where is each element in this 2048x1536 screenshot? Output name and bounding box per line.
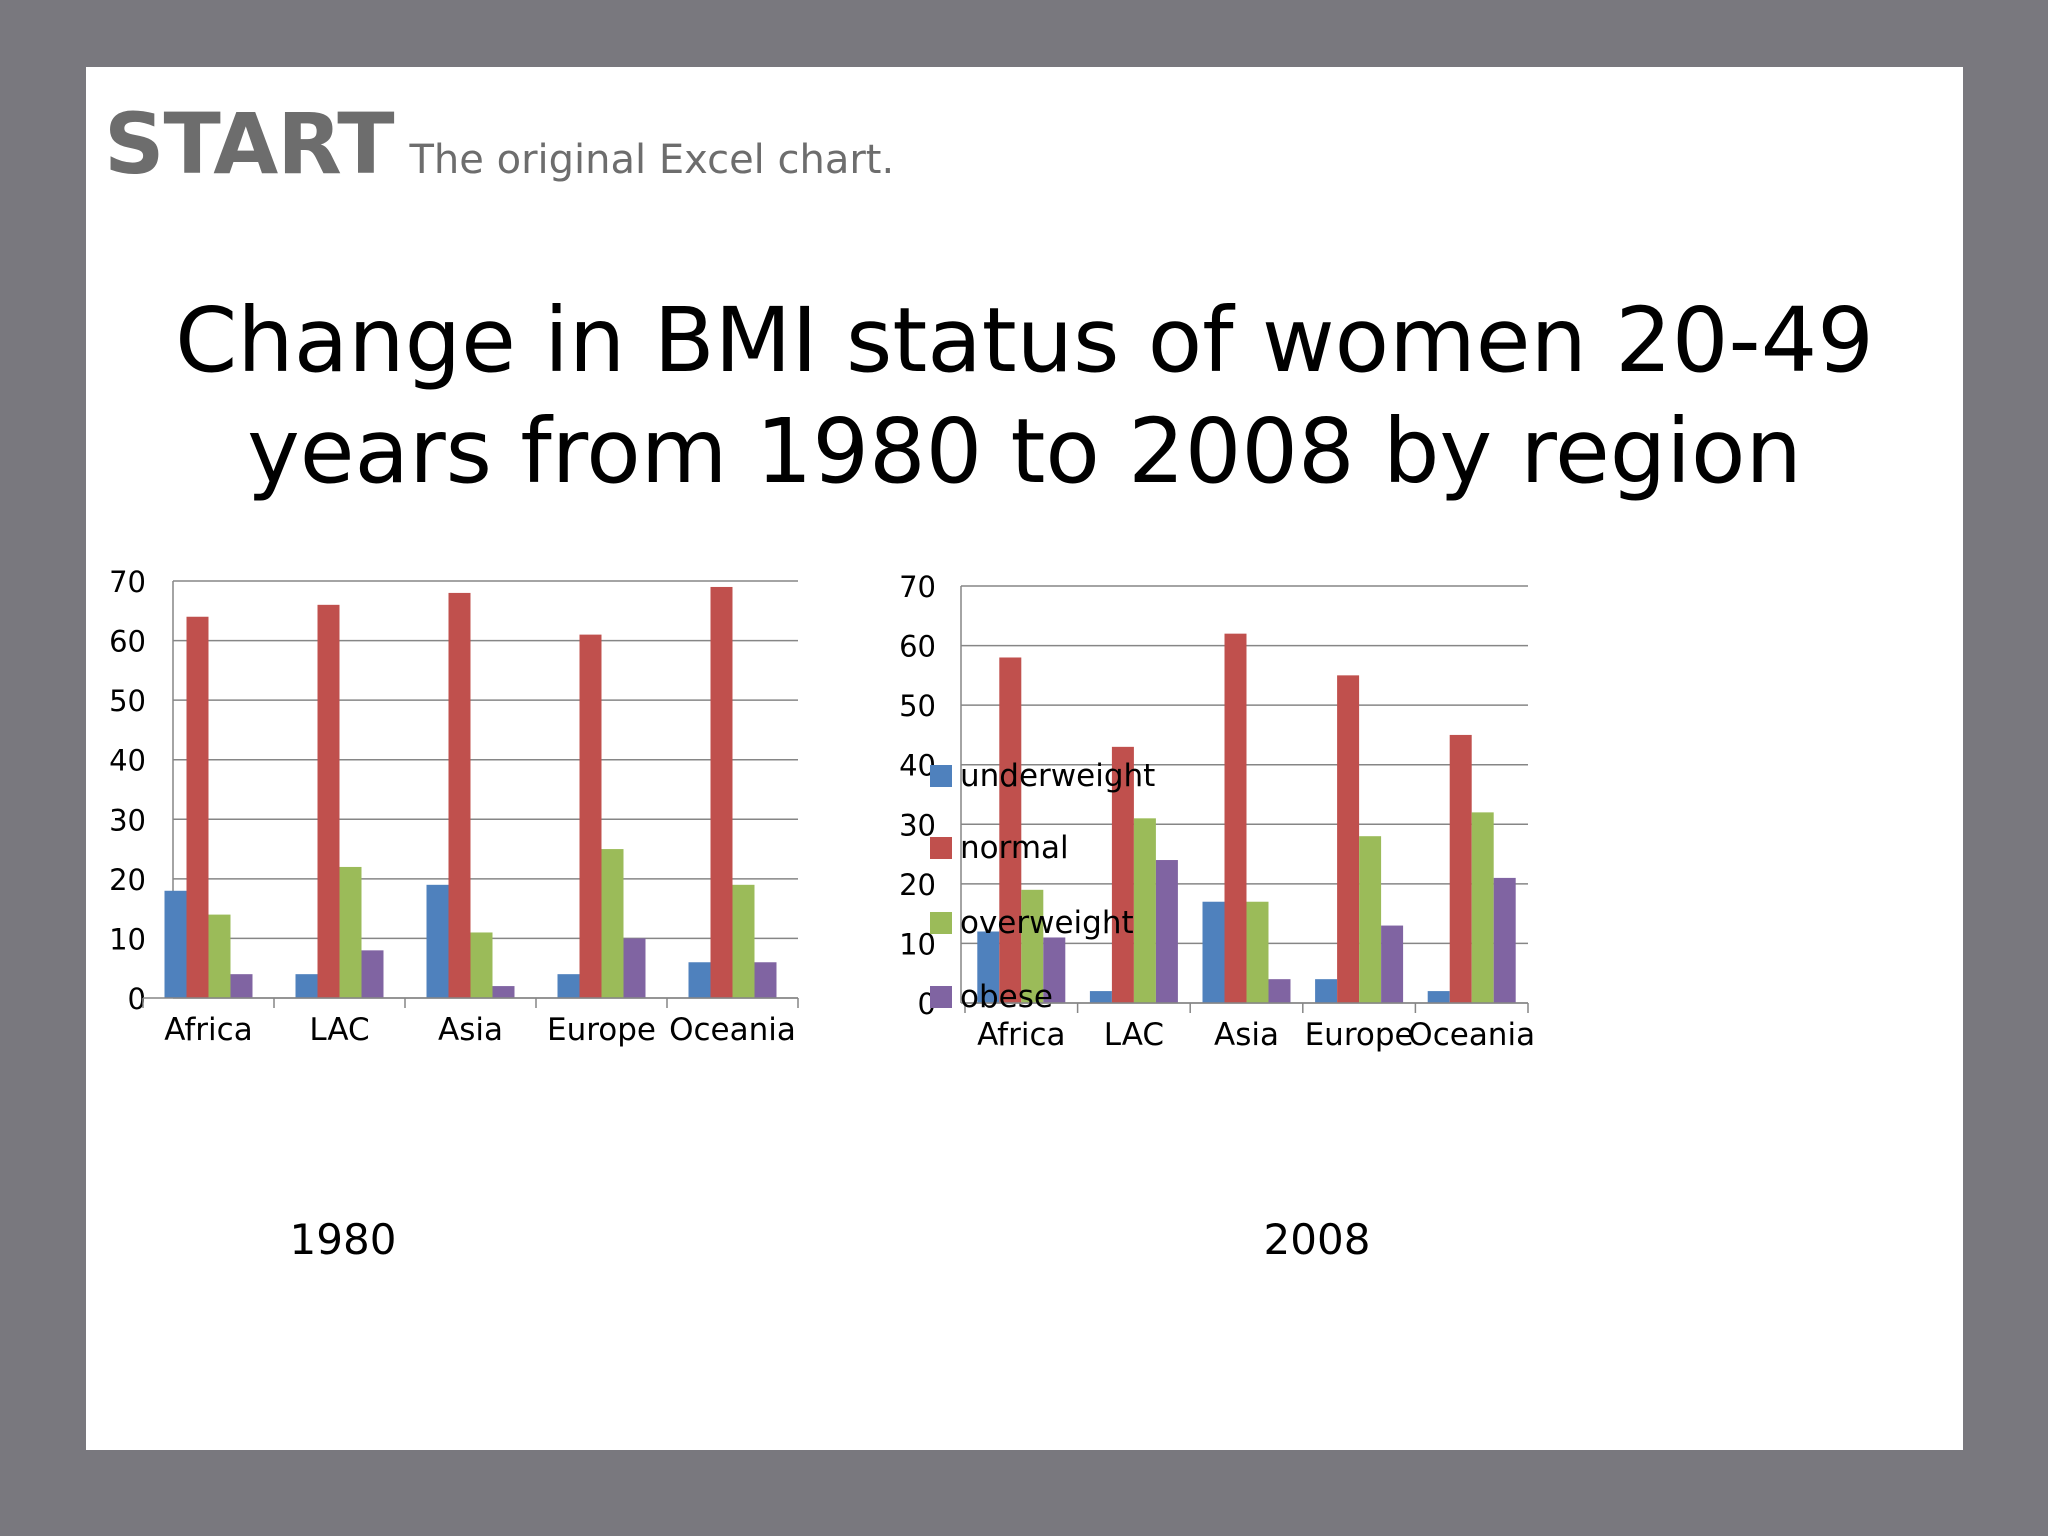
y-tick-label: 60 (109, 625, 146, 659)
legend-label-underweight: underweight (960, 758, 1155, 794)
bar-overweight (732, 884, 755, 998)
bar-normal (317, 604, 340, 998)
bar-normal (1111, 746, 1134, 1003)
bar-obese (1043, 937, 1066, 1003)
bar-obese (1268, 979, 1291, 1003)
category-label: LAC (309, 1012, 369, 1048)
bar-normal (1337, 675, 1360, 1003)
category-label: LAC (1104, 1017, 1164, 1053)
category-label: Europe (547, 1012, 656, 1048)
category-label: Africa (977, 1017, 1065, 1053)
legend-swatch-underweight (930, 765, 952, 787)
bar-normal (999, 657, 1022, 1003)
chart-1980-label: 1980 (289, 1215, 397, 1264)
heading: START The original Excel chart. (104, 95, 894, 193)
bar-normal (1449, 734, 1472, 1003)
bar-underweight (295, 974, 318, 998)
bar-underweight (1089, 991, 1112, 1003)
bar-underweight (1202, 901, 1225, 1003)
category-label: Oceania (1408, 1017, 1535, 1053)
y-tick-label: 20 (109, 863, 146, 897)
category-label: Africa (164, 1012, 252, 1048)
legend-label-overweight: overweight (960, 905, 1134, 941)
y-tick-label: 70 (899, 570, 936, 604)
bar-normal (448, 592, 471, 998)
y-tick-label: 60 (899, 630, 936, 664)
y-tick-label: 30 (899, 808, 936, 842)
category-label: Europe (1305, 1017, 1414, 1053)
y-tick-label: 40 (899, 749, 936, 783)
heading-start: START (104, 95, 394, 193)
bar-overweight (601, 849, 624, 998)
bar-obese (1381, 925, 1404, 1003)
bar-underweight (164, 890, 187, 998)
bar-normal (186, 616, 209, 998)
legend-label-obese: obese (960, 979, 1053, 1015)
y-tick-label: 20 (899, 868, 936, 902)
bar-obese (230, 974, 253, 998)
bar-normal (710, 586, 733, 998)
y-tick-label: 10 (899, 927, 936, 961)
category-label: Asia (438, 1012, 503, 1048)
legend-swatch-overweight (930, 912, 952, 934)
bar-overweight (1246, 901, 1269, 1003)
bar-underweight (1427, 991, 1450, 1003)
y-tick-label: 30 (109, 803, 146, 837)
heading-subtitle: The original Excel chart. (409, 137, 895, 183)
bar-obese (1155, 860, 1178, 1003)
legend-swatch-normal (930, 837, 952, 859)
bar-obese (754, 962, 777, 998)
bar-obese (1493, 877, 1516, 1003)
bar-overweight (1359, 836, 1382, 1003)
bar-underweight (977, 931, 1000, 1003)
bar-underweight (1315, 979, 1338, 1003)
legend-swatch-obese (930, 986, 952, 1008)
bar-overweight (339, 866, 362, 998)
bar-obese (492, 986, 515, 998)
category-label: Asia (1214, 1017, 1279, 1053)
slide: START The original Excel chart. Change in… (86, 67, 1963, 1450)
bar-overweight (1471, 812, 1494, 1003)
bar-obese (623, 938, 646, 998)
bar-underweight (426, 884, 449, 998)
bar-underweight (688, 962, 711, 998)
y-tick-label: 40 (109, 744, 146, 778)
bar-underweight (557, 974, 580, 998)
category-label: Oceania (669, 1012, 796, 1048)
legend-label-normal: normal (960, 830, 1069, 866)
y-tick-label: 50 (109, 684, 146, 718)
y-tick-label: 10 (109, 922, 146, 956)
bar-overweight (470, 932, 493, 998)
bar-overweight (1133, 818, 1156, 1003)
bar-overweight (1021, 889, 1044, 1003)
bar-overweight (208, 914, 231, 998)
y-tick-label: 0 (128, 982, 146, 1016)
y-tick-label: 50 (899, 689, 936, 723)
bar-normal (1224, 633, 1247, 1003)
chart-2008-label: 2008 (1263, 1215, 1371, 1264)
bar-normal (579, 634, 602, 998)
bar-obese (361, 950, 384, 998)
y-tick-label: 70 (109, 565, 146, 599)
main-title: Change in BMI status of women 20-49 year… (175, 288, 1874, 503)
